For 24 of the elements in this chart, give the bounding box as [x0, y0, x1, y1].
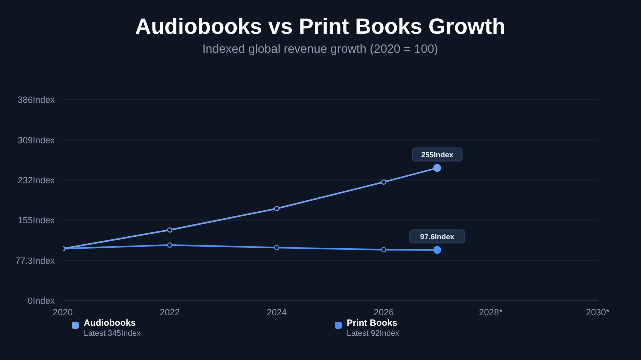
y-tick-label: 309Index	[18, 135, 56, 146]
chart-subtitle: Indexed global revenue growth (2020 = 100)	[202, 42, 440, 56]
y-tick-label: 77.3Index	[15, 256, 56, 266]
text: Latest 345Index	[84, 329, 141, 338]
y-tick-label: 232Index	[18, 175, 56, 186]
x-tick-label: 2024	[266, 307, 288, 318]
point	[274, 245, 280, 251]
legend-label: Print Books	[347, 318, 399, 328]
chart-title: Audiobooks vs Print Books Growth	[134, 14, 507, 40]
y-tick-label: 386Index	[18, 95, 56, 106]
legend-label: Audiobooks	[84, 318, 137, 328]
point	[381, 180, 387, 185]
text: Latest 92Index	[347, 329, 400, 338]
x-tick-label: 2022	[160, 307, 180, 318]
x-tick-label: 2020	[52, 307, 74, 318]
y-tick-label: 155Index	[18, 215, 56, 226]
x-tick-label: 2028*	[479, 307, 504, 318]
point	[381, 247, 387, 253]
y-tick-label: 0Index	[28, 296, 56, 306]
point	[167, 242, 173, 248]
point	[274, 206, 280, 212]
x-tick-label: 2026	[374, 307, 394, 318]
x-tick-label: 2030*	[586, 307, 610, 318]
point	[167, 227, 173, 233]
